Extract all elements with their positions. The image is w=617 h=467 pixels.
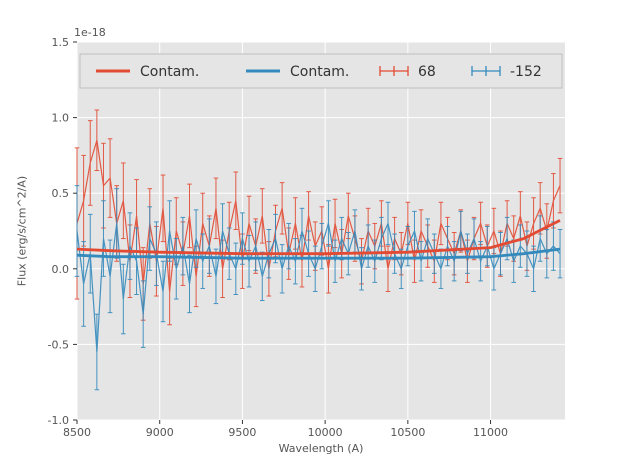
legend: Contam. Contam. 68 -152 xyxy=(79,53,563,89)
contam-line-red xyxy=(76,219,561,256)
x-tick-label: 9000 xyxy=(146,426,174,439)
plot-area xyxy=(77,42,565,420)
x-tick-label: 11000 xyxy=(473,426,508,439)
x-tick-label: 10500 xyxy=(390,426,425,439)
x-tick-label: 8500 xyxy=(63,426,91,439)
y-tick-label: -1.0 xyxy=(48,414,69,427)
y-axis-offset-text: 1e-18 xyxy=(74,26,106,39)
x-tick-label: 10000 xyxy=(308,426,343,439)
x-tick-label: 9500 xyxy=(228,426,256,439)
y-tick-label: 1.5 xyxy=(52,36,70,49)
contam-line-blue xyxy=(76,247,561,260)
axis-ticks: 8500 9000 9500 10000 10500 11000 -1.0 -0.5 0.0 0.… xyxy=(48,36,509,439)
y-tick-label: 0.5 xyxy=(52,187,70,200)
y-tick-label: 1.0 xyxy=(52,112,70,125)
y-tick-label: -0.5 xyxy=(48,338,69,351)
legend-label: 68 xyxy=(418,64,436,80)
legend-label: Contam. xyxy=(140,64,199,80)
x-axis-label: Wavelength (A) xyxy=(278,442,364,455)
y-tick-label: 0.0 xyxy=(52,263,70,276)
legend-label: Contam. xyxy=(290,64,349,80)
legend-label: -152 xyxy=(510,64,542,80)
y-axis-label: Flux (erg/s/cm^2/A) xyxy=(15,175,29,287)
